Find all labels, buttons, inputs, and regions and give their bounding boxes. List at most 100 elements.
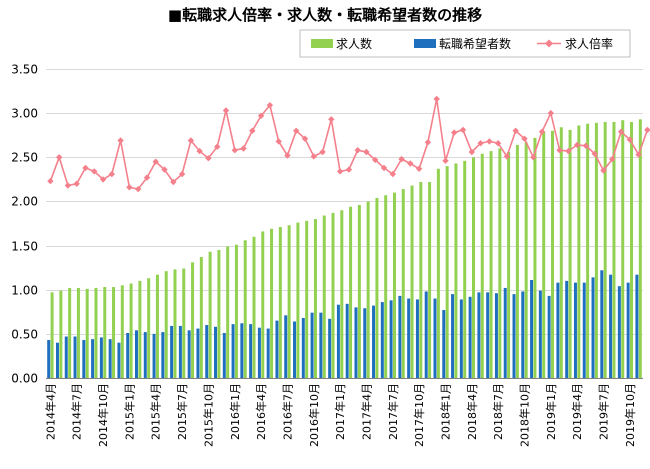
seekers-bar	[573, 282, 577, 378]
seekers-bar	[380, 302, 384, 378]
ratio-point	[415, 165, 423, 172]
seekers-bar	[530, 280, 534, 378]
chart-title: ■転職求人倍率・求人数・転職希望者数の推移	[168, 6, 482, 24]
seekers-bar	[240, 323, 244, 378]
jobs-bar	[357, 204, 361, 378]
jobs-bar	[331, 212, 335, 378]
jobs-bar	[261, 231, 265, 378]
ratio-point	[240, 145, 247, 152]
jobs-bar	[103, 287, 107, 378]
jobs-bar	[112, 287, 116, 378]
ratio-point	[468, 148, 475, 156]
ratio-point	[91, 168, 98, 175]
seekers-bar	[591, 277, 595, 378]
jobs-bar	[428, 182, 432, 378]
legend-marker-ratio	[545, 39, 553, 48]
seekers-bar	[99, 337, 103, 378]
ratio-point	[565, 147, 572, 155]
seekers-bar	[503, 287, 507, 378]
x-tick-label: 2015年1月	[122, 383, 136, 440]
ratio-point	[494, 140, 502, 147]
jobs-bar	[155, 274, 159, 378]
jobs-bar	[234, 244, 238, 378]
ratio-point	[617, 128, 625, 135]
ratio-point	[609, 155, 616, 163]
jobs-bar	[59, 290, 63, 378]
ratio-point	[433, 95, 440, 103]
jobs-bar	[252, 236, 256, 378]
x-tick-label: 2018年4月	[465, 383, 479, 440]
seekers-bar	[91, 339, 95, 378]
ratio-point	[187, 137, 195, 144]
y-tick-label: 3.00	[11, 107, 38, 121]
seekers-bar	[556, 282, 560, 378]
jobs-bar	[445, 166, 449, 378]
x-tick-label: 2014年4月	[43, 383, 57, 440]
ratio-point	[459, 126, 467, 134]
ratio-point	[380, 164, 388, 172]
x-tick-label: 2015年4月	[149, 383, 163, 440]
x-tick-label: 2014年7月	[70, 383, 84, 440]
x-axis: 2014年4月 2014年7月 2014年10月 2015年1月 2015年4月 2015…	[43, 378, 643, 447]
x-tick-label: 2017年1月	[333, 383, 347, 440]
ratio-point	[108, 170, 115, 178]
x-tick-label: 2017年4月	[359, 383, 373, 440]
ratio-point	[521, 135, 528, 142]
seekers-bar	[538, 290, 542, 378]
y-tick-label: 3.50	[11, 63, 38, 77]
jobs-bar	[50, 292, 54, 378]
jobs-bar	[568, 129, 572, 378]
ratio-point	[336, 168, 344, 175]
legend-label-ratio: 求人倍率	[565, 36, 613, 51]
seekers-bar	[117, 342, 121, 378]
jobs-bar	[287, 225, 291, 378]
x-tick-label: 2016年1月	[228, 383, 242, 440]
jobs-bar	[401, 189, 405, 378]
ratio-point	[530, 154, 537, 161]
seekers-bar	[275, 320, 279, 378]
legend-swatch-jobs	[311, 39, 333, 48]
jobs-bar	[208, 251, 212, 378]
seekers-bar	[407, 298, 411, 378]
ratio-point	[214, 143, 221, 150]
ratio-point	[310, 153, 317, 160]
jobs-bar	[217, 249, 221, 378]
jobs-bar	[76, 287, 80, 378]
jobs-bar	[533, 137, 537, 378]
y-tick-label: 2.50	[11, 151, 38, 165]
jobs-bar	[296, 222, 300, 378]
x-tick-label: 2018年7月	[491, 383, 505, 440]
jobs-bar	[305, 220, 309, 378]
ratio-point	[170, 178, 177, 186]
jobs-bar	[191, 262, 195, 378]
ratio-point	[354, 147, 361, 154]
legend-label-jobs: 求人数	[336, 36, 372, 51]
ratio-point	[582, 142, 590, 149]
ratio-point	[451, 129, 458, 136]
x-tick-label: 2016年7月	[280, 383, 294, 440]
ratio-point	[319, 148, 326, 156]
y-tick-label: 1.50	[11, 240, 38, 254]
seekers-bar	[512, 294, 516, 378]
ratio-point	[284, 152, 291, 159]
seekers-bar	[626, 282, 630, 378]
jobs-bar	[147, 278, 151, 378]
jobs-bar	[270, 228, 274, 378]
ratio-line	[47, 95, 650, 193]
jobs-bar	[603, 121, 607, 378]
seekers-bar	[47, 340, 51, 378]
ratio-point	[135, 185, 142, 193]
jobs-bar	[366, 201, 370, 378]
ratio-point	[591, 150, 598, 157]
jobs-bar	[138, 280, 142, 378]
ratio-point	[372, 156, 379, 164]
ratio-point	[477, 140, 484, 147]
seekers-bar	[64, 336, 68, 378]
ratio-point	[152, 158, 159, 165]
x-tick-label: 2017年7月	[386, 383, 400, 440]
y-tick-label: 0.50	[11, 328, 38, 342]
seekers-bar	[547, 295, 551, 378]
jobs-bar	[68, 287, 72, 378]
jobs-bar	[173, 269, 177, 378]
